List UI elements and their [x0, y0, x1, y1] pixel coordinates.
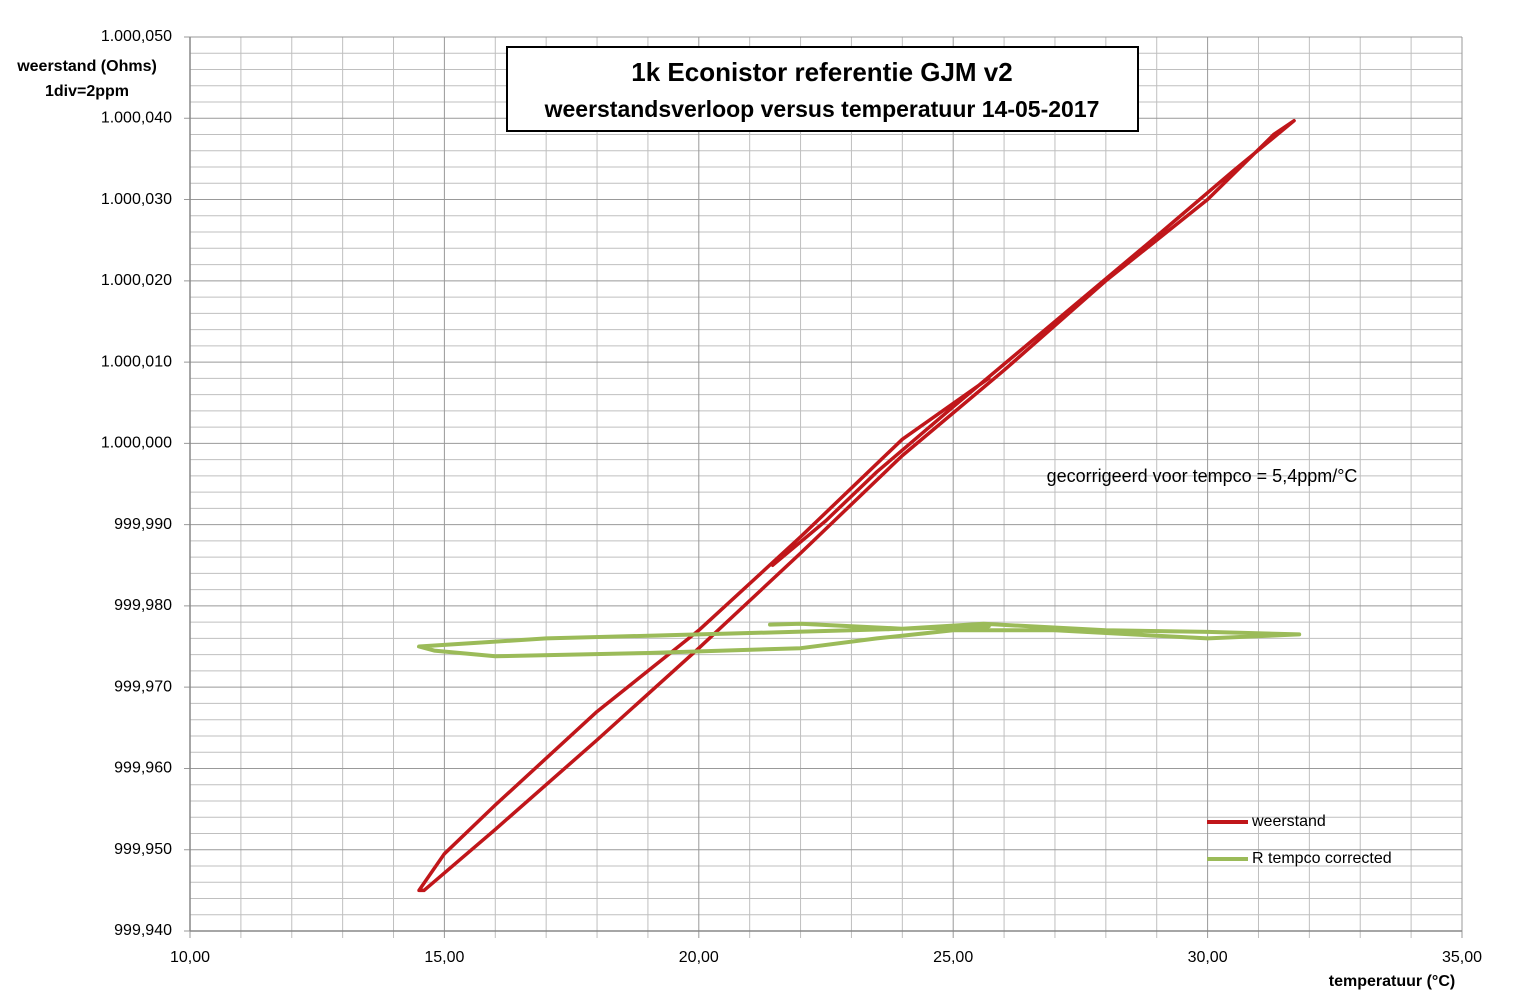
y-tick-label: 999,940 — [114, 922, 172, 939]
y-tick-label: 1.000,000 — [101, 435, 172, 452]
y-tick-label: 999,970 — [114, 678, 172, 695]
x-tick-label: 10,00 — [170, 949, 210, 966]
y-tick-label: 999,950 — [114, 841, 172, 858]
chart-subtitle: weerstandsverloop versus temperatuur 14-… — [544, 96, 1100, 122]
y-tick-label: 1.000,030 — [101, 191, 172, 208]
y-axis-label: weerstand (Ohms) — [16, 58, 157, 75]
annotation: gecorrigeerd voor tempco = 5,4ppm/°C — [1047, 466, 1358, 486]
plot — [417, 118, 1302, 893]
legend-label: weerstand — [1251, 813, 1326, 830]
y-tick-label: 1.000,050 — [101, 28, 172, 45]
y-tick-label: 999,980 — [114, 597, 172, 614]
x-tick-label: 15,00 — [424, 949, 464, 966]
y-tick-label: 1.000,020 — [101, 272, 172, 289]
y-tick-label: 1.000,040 — [101, 109, 172, 126]
x-tick-label: 35,00 — [1442, 949, 1482, 966]
y-tick-label: 999,990 — [114, 516, 172, 533]
y-tick-label: 1.000,010 — [101, 353, 172, 370]
legend-label: R tempco corrected — [1252, 850, 1392, 867]
series-line — [417, 621, 1302, 659]
x-tick-label: 20,00 — [679, 949, 719, 966]
x-axis-label: temperatuur (°C) — [1329, 973, 1455, 990]
series-line — [417, 118, 1296, 893]
x-tick-label: 30,00 — [1188, 949, 1228, 966]
title-box — [506, 46, 1139, 132]
x-tick-label: 25,00 — [933, 949, 973, 966]
chart-title: 1k Econistor referentie GJM v2 — [631, 57, 1012, 87]
y-axis-note: 1div=2ppm — [45, 83, 129, 100]
y-tick-label: 999,960 — [114, 760, 172, 777]
